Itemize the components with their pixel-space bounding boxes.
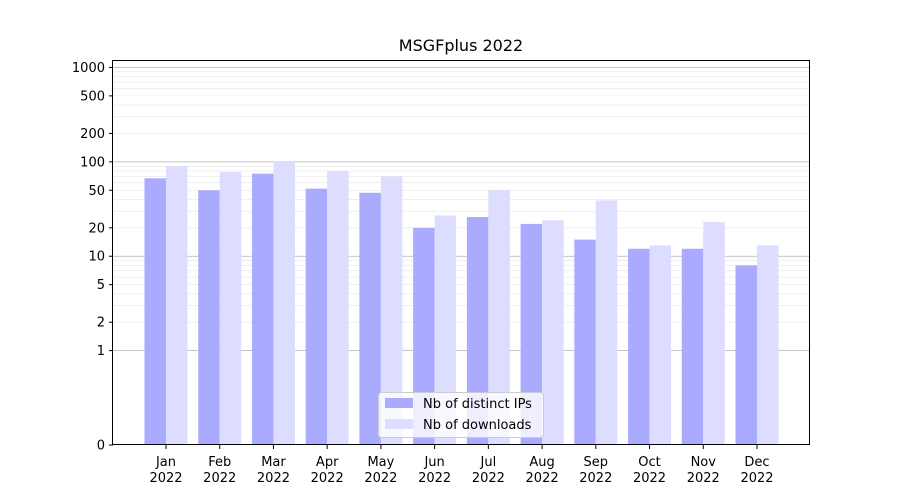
y-tick-label: 50 bbox=[88, 184, 105, 199]
x-tick-label: Mar bbox=[261, 455, 286, 470]
bar-downloads-1 bbox=[166, 166, 188, 445]
y-tick-label: 5 bbox=[97, 278, 105, 293]
x-tick-label: 2022 bbox=[740, 471, 773, 486]
y-tick-label: 500 bbox=[80, 89, 105, 104]
bar-distinct-ips-7 bbox=[466, 217, 489, 445]
x-tick-label: 2022 bbox=[579, 471, 612, 486]
bar-downloads-10 bbox=[649, 245, 672, 445]
y-tick-label: 0 bbox=[97, 439, 105, 454]
legend-swatch bbox=[385, 419, 413, 429]
bar-distinct-ips-5 bbox=[359, 192, 381, 445]
bar-distinct-ips-4 bbox=[305, 188, 328, 445]
x-axis: Jan2022Feb2022Mar2022Apr2022May2022Jun20… bbox=[149, 445, 774, 486]
x-tick-label: Feb bbox=[208, 455, 231, 470]
x-tick-label: Nov bbox=[691, 455, 717, 470]
x-tick-label: 2022 bbox=[364, 471, 397, 486]
bar-distinct-ips-3 bbox=[251, 173, 274, 446]
bar-distinct-ips-9 bbox=[574, 239, 596, 445]
bar-distinct-ips-10 bbox=[628, 248, 650, 445]
x-tick-label: May bbox=[367, 455, 394, 470]
x-tick-label: Jul bbox=[480, 455, 497, 470]
bar-downloads-9 bbox=[595, 200, 618, 445]
bar-distinct-ips-8 bbox=[520, 223, 543, 445]
y-tick-label: 2 bbox=[97, 316, 105, 331]
legend-label: Nb of downloads bbox=[423, 418, 532, 433]
x-tick-label: 2022 bbox=[311, 471, 344, 486]
legend-box bbox=[378, 392, 544, 438]
bar-downloads-4 bbox=[327, 171, 349, 446]
bar-downloads-2 bbox=[219, 172, 242, 445]
legend-swatch bbox=[385, 398, 413, 408]
x-tick-label: Oct bbox=[638, 455, 660, 470]
bar-downloads-5 bbox=[380, 176, 403, 445]
y-tick-label: 1000 bbox=[72, 61, 105, 76]
plot-frame bbox=[112, 60, 810, 445]
legend: Nb of distinct IPs Nb of downloads bbox=[378, 392, 544, 438]
bar-distinct-ips-2 bbox=[198, 190, 220, 445]
y-tick-label: 20 bbox=[88, 221, 105, 236]
y-tick-label: 1 bbox=[97, 344, 105, 359]
x-tick-label: 2022 bbox=[687, 471, 720, 486]
bar-downloads-8 bbox=[542, 220, 564, 445]
bar-downloads-7 bbox=[488, 190, 510, 445]
x-tick-label: 2022 bbox=[203, 471, 236, 486]
bar-downloads-12 bbox=[757, 245, 779, 445]
x-tick-label: Sep bbox=[584, 455, 609, 470]
x-tick-label: Jan bbox=[155, 455, 176, 470]
x-tick-label: Apr bbox=[316, 455, 339, 470]
x-tick-label: Aug bbox=[529, 455, 554, 470]
bar-distinct-ips-6 bbox=[413, 227, 435, 445]
bar-distinct-ips-11 bbox=[681, 248, 704, 445]
bar-downloads-11 bbox=[703, 222, 725, 445]
bar-downloads-6 bbox=[434, 215, 457, 445]
x-tick-label: 2022 bbox=[418, 471, 451, 486]
bar-distinct-ips-12 bbox=[735, 265, 757, 445]
bar-distinct-ips-1 bbox=[144, 178, 166, 445]
y-tick-label: 100 bbox=[80, 155, 105, 170]
chart-title: MSGFplus 2022 bbox=[399, 36, 523, 55]
x-tick-label: 2022 bbox=[149, 471, 182, 486]
bars bbox=[144, 161, 779, 446]
x-tick-label: 2022 bbox=[257, 471, 290, 486]
x-tick-label: 2022 bbox=[633, 471, 666, 486]
bar-downloads-3 bbox=[273, 161, 295, 445]
x-tick-label: 2022 bbox=[526, 471, 559, 486]
x-tick-label: Dec bbox=[744, 455, 769, 470]
y-axis: 0 1 2 5 10 20 50 100 200 500 1000 bbox=[72, 61, 113, 454]
y-tick-label: 10 bbox=[88, 250, 105, 265]
y-tick-label: 200 bbox=[80, 127, 105, 142]
legend-label: Nb of distinct IPs bbox=[423, 397, 532, 412]
x-tick-label: Jun bbox=[423, 455, 444, 470]
x-tick-label: 2022 bbox=[472, 471, 505, 486]
